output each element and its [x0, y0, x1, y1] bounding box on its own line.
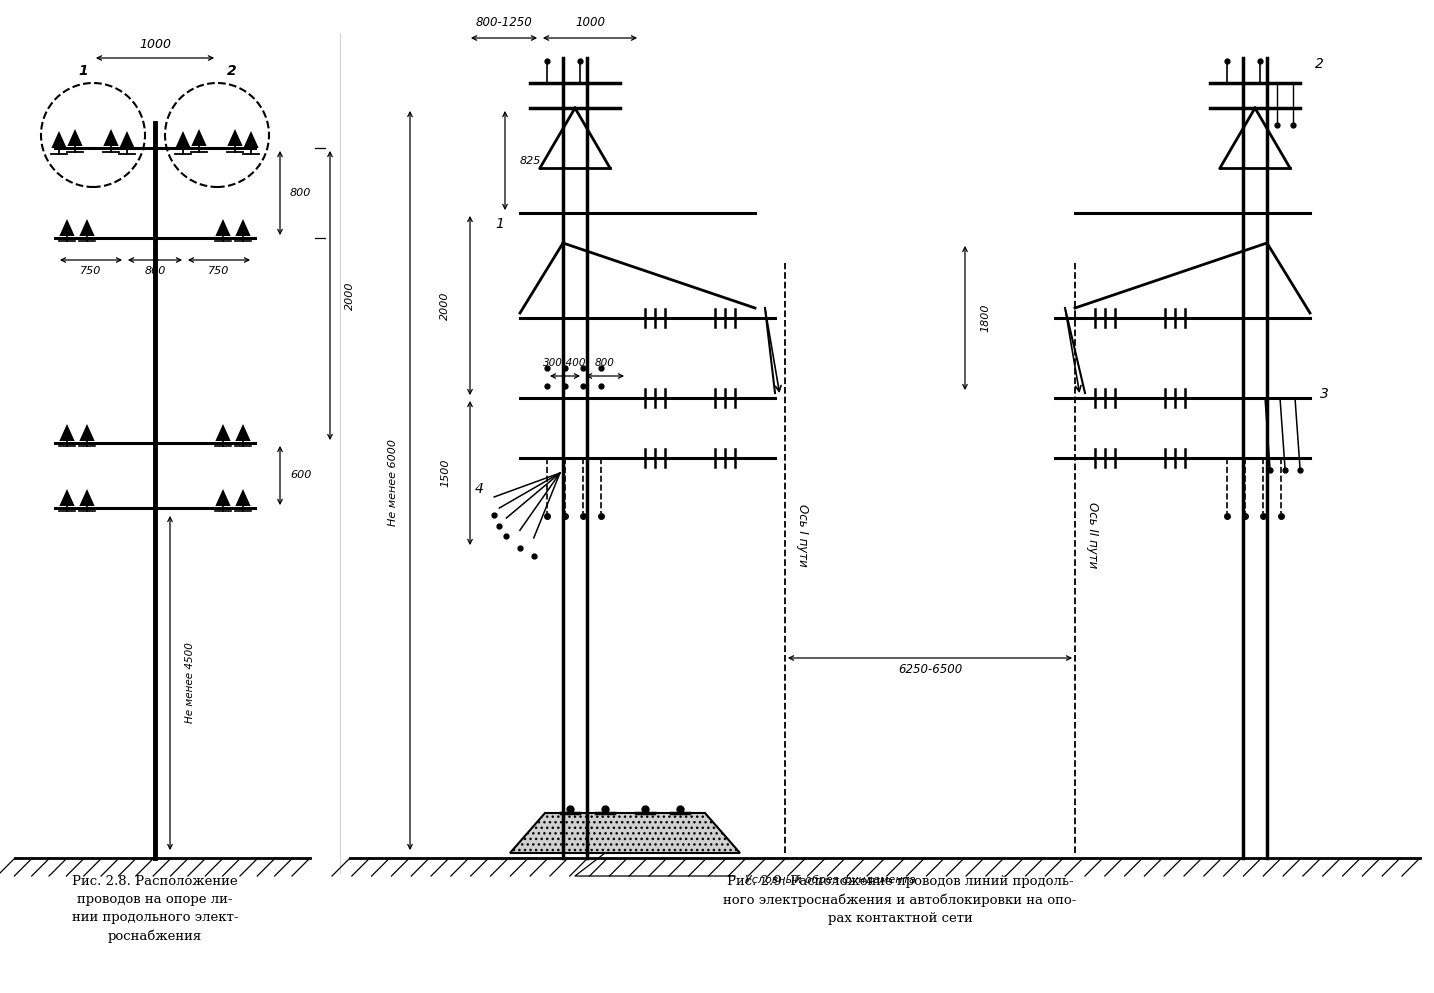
Text: 800: 800	[595, 358, 615, 368]
Text: 825: 825	[521, 156, 542, 166]
Polygon shape	[235, 219, 251, 236]
Text: 750: 750	[208, 266, 229, 276]
Text: 2: 2	[1315, 57, 1324, 71]
Polygon shape	[79, 219, 95, 236]
Polygon shape	[235, 489, 251, 506]
Polygon shape	[59, 424, 75, 441]
Text: Рис. 2.8. Расположение
проводов на опоре ли-
нии продольного элект-
роснабжения: Рис. 2.8. Расположение проводов на опоре…	[72, 875, 238, 942]
Text: 1: 1	[496, 217, 505, 231]
Text: Рис. 2.9. Расположение проводов линий продоль-
ного электроснабжения и автоблоки: Рис. 2.9. Расположение проводов линий пр…	[723, 875, 1077, 924]
Text: 1000: 1000	[575, 16, 605, 29]
Polygon shape	[103, 129, 119, 146]
Text: 2000: 2000	[346, 281, 356, 310]
Polygon shape	[511, 813, 740, 853]
Text: 800: 800	[290, 188, 311, 198]
Text: 1800: 1800	[979, 304, 989, 333]
Polygon shape	[244, 131, 258, 148]
Text: Не менее 6000: Не менее 6000	[389, 440, 399, 526]
Text: 300-400: 300-400	[543, 358, 587, 368]
Text: 1000: 1000	[139, 38, 171, 51]
Text: 800-1250: 800-1250	[476, 16, 532, 29]
Polygon shape	[59, 489, 75, 506]
Polygon shape	[52, 131, 66, 148]
Polygon shape	[215, 424, 231, 441]
Text: 2000: 2000	[440, 291, 450, 320]
Polygon shape	[119, 131, 135, 148]
Polygon shape	[59, 219, 75, 236]
Text: 1500: 1500	[440, 459, 450, 488]
Polygon shape	[215, 489, 231, 506]
Text: Ось I пути: Ось I пути	[796, 504, 810, 567]
Text: 3: 3	[1321, 387, 1329, 401]
Text: Условный обрез фундамента: Условный обрез фундамента	[746, 875, 916, 885]
Text: 750: 750	[80, 266, 102, 276]
Text: 2: 2	[227, 64, 237, 78]
Text: Ось II пути: Ось II пути	[1087, 502, 1100, 569]
Polygon shape	[191, 129, 206, 146]
Polygon shape	[79, 489, 95, 506]
Polygon shape	[215, 219, 231, 236]
Text: 600: 600	[290, 471, 311, 481]
Polygon shape	[79, 424, 95, 441]
Polygon shape	[228, 129, 242, 146]
Text: 4: 4	[475, 482, 483, 496]
Polygon shape	[175, 131, 191, 148]
Text: Не менее 4500: Не менее 4500	[185, 642, 195, 724]
Polygon shape	[235, 424, 251, 441]
Text: 6250-6500: 6250-6500	[898, 663, 962, 676]
Text: 800: 800	[145, 266, 166, 276]
Polygon shape	[67, 129, 83, 146]
Text: 1: 1	[79, 64, 87, 78]
